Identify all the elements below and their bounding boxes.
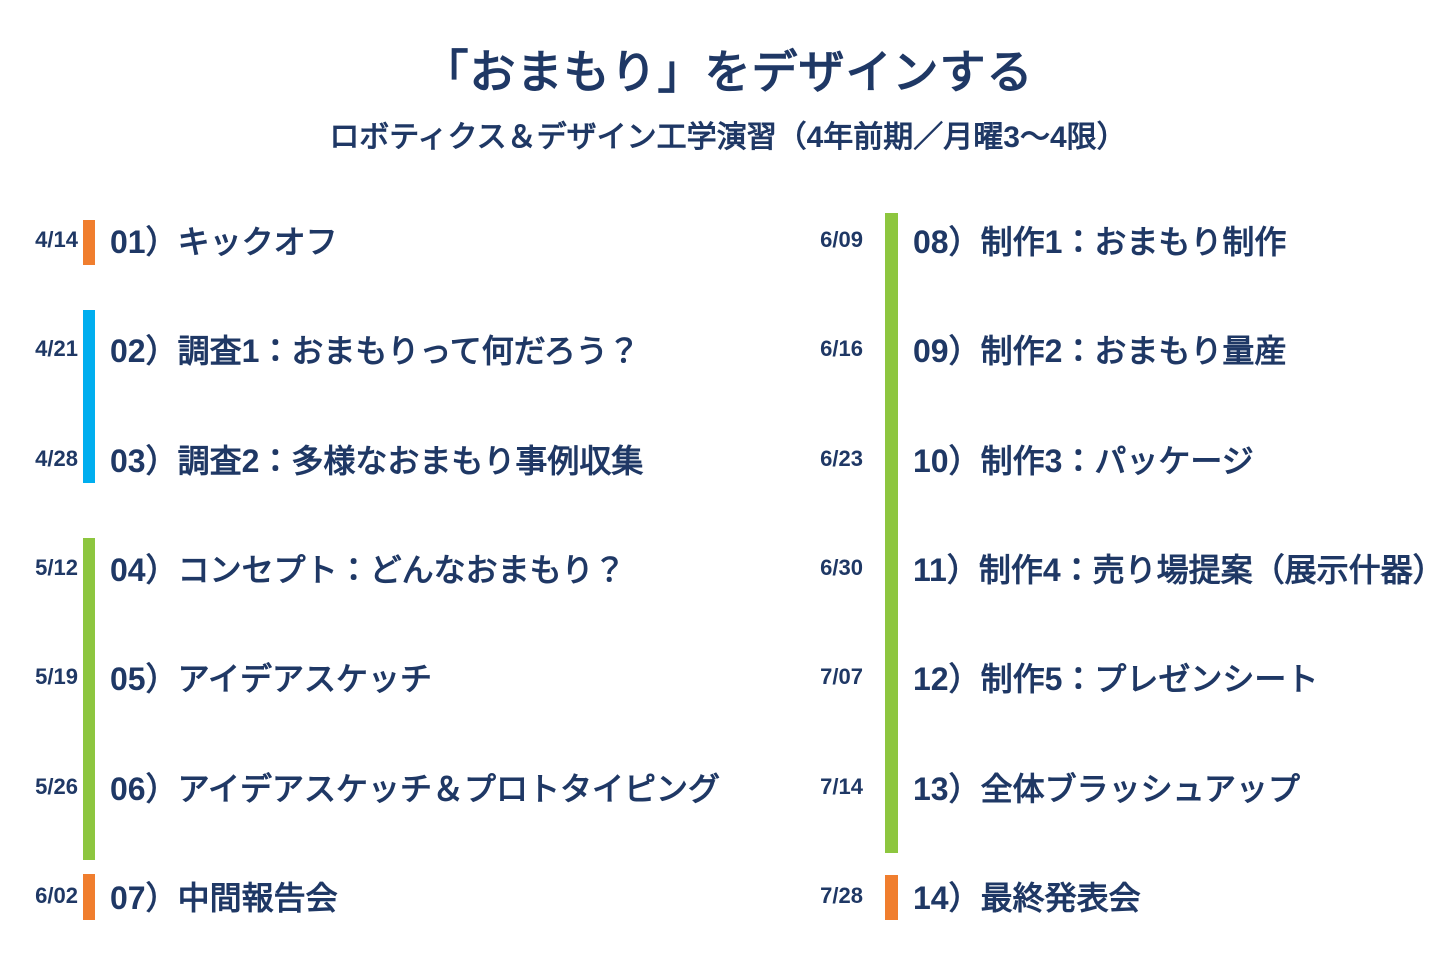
session-row: 4/21 02）調査1：おまもりって何だろう？ (0, 317, 810, 381)
session-date: 7/14 (820, 774, 863, 799)
session-date: 4/28 (35, 446, 78, 471)
session-label: 01）キックオフ (110, 224, 338, 260)
session-date: 4/14 (35, 227, 78, 252)
session-date: 6/23 (820, 446, 863, 471)
session-row: 7/28 14）最終発表会 (810, 864, 1456, 928)
phase-bar-final-presentation (885, 875, 898, 920)
session-label: 07）中間報告会 (110, 880, 338, 916)
session-label: 10）制作3：パッケージ (913, 443, 1254, 479)
session-row: 6/30 11）制作4：売り場提案（展示什器） (810, 536, 1456, 600)
session-label: 12）制作5：プレゼンシート (913, 661, 1319, 697)
session-label: 13）全体ブラッシュアップ (913, 771, 1300, 807)
session-row: 6/02 07）中間報告会 (0, 864, 810, 928)
session-date: 5/19 (35, 664, 78, 689)
session-row: 7/07 12）制作5：プレゼンシート (810, 645, 1456, 709)
session-label: 04）コンセプト：どんなおまもり？ (110, 552, 626, 588)
phase-bar-kickoff (83, 220, 95, 265)
session-label: 03）調査2：多様なおまもり事例収集 (110, 443, 644, 479)
phase-bar-midterm-report (83, 874, 95, 920)
session-date: 6/02 (35, 883, 78, 908)
schedule-column-left: 4/14 01）キックオフ 4/21 02）調査1：おまもりって何だろう？ 4/… (0, 208, 810, 928)
session-label: 14）最終発表会 (913, 880, 1141, 916)
schedule-column-right: 6/09 08）制作1：おまもり制作 6/16 09）制作2：おまもり量産 6/… (810, 0, 1456, 954)
session-label: 11）制作4：売り場提案（展示什器） (913, 552, 1445, 588)
session-label: 06）アイデアスケッチ＆プロトタイピング (110, 771, 720, 807)
session-label: 08）制作1：おまもり制作 (913, 224, 1287, 260)
session-row: 6/16 09）制作2：おまもり量産 (810, 317, 1456, 381)
session-label: 02）調査1：おまもりって何だろう？ (110, 333, 640, 369)
session-row: 6/23 10）制作3：パッケージ (810, 427, 1456, 491)
session-row: 5/26 06）アイデアスケッチ＆プロトタイピング (0, 755, 810, 819)
session-row: 5/12 04）コンセプト：どんなおまもり？ (0, 536, 810, 600)
page-subtitle: ロボティクス＆デザイン工学演習（4年前期／月曜3～4限） (329, 121, 1127, 154)
session-row: 6/09 08）制作1：おまもり制作 (810, 208, 1456, 272)
session-date: 6/16 (820, 336, 863, 361)
session-label: 09）制作2：おまもり量産 (913, 333, 1287, 369)
session-row: 4/28 03）調査2：多様なおまもり事例収集 (0, 427, 810, 491)
session-date: 5/26 (35, 774, 78, 799)
session-label: 05）アイデアスケッチ (110, 661, 432, 697)
phase-bar-production (885, 213, 898, 853)
phase-bar-concept-ideation (83, 538, 95, 860)
session-date: 7/07 (820, 664, 863, 689)
session-row: 5/19 05）アイデアスケッチ (0, 645, 810, 709)
page-title: 「おまもり」をデザインする (422, 46, 1034, 98)
session-date: 5/12 (35, 555, 78, 580)
session-date: 4/21 (35, 336, 78, 361)
session-row: 7/14 13）全体ブラッシュアップ (810, 755, 1456, 819)
phase-bar-research (83, 310, 95, 483)
session-date: 6/30 (820, 555, 863, 580)
session-date: 6/09 (820, 227, 863, 252)
session-row: 4/14 01）キックオフ (0, 208, 810, 272)
session-date: 7/28 (820, 883, 863, 908)
